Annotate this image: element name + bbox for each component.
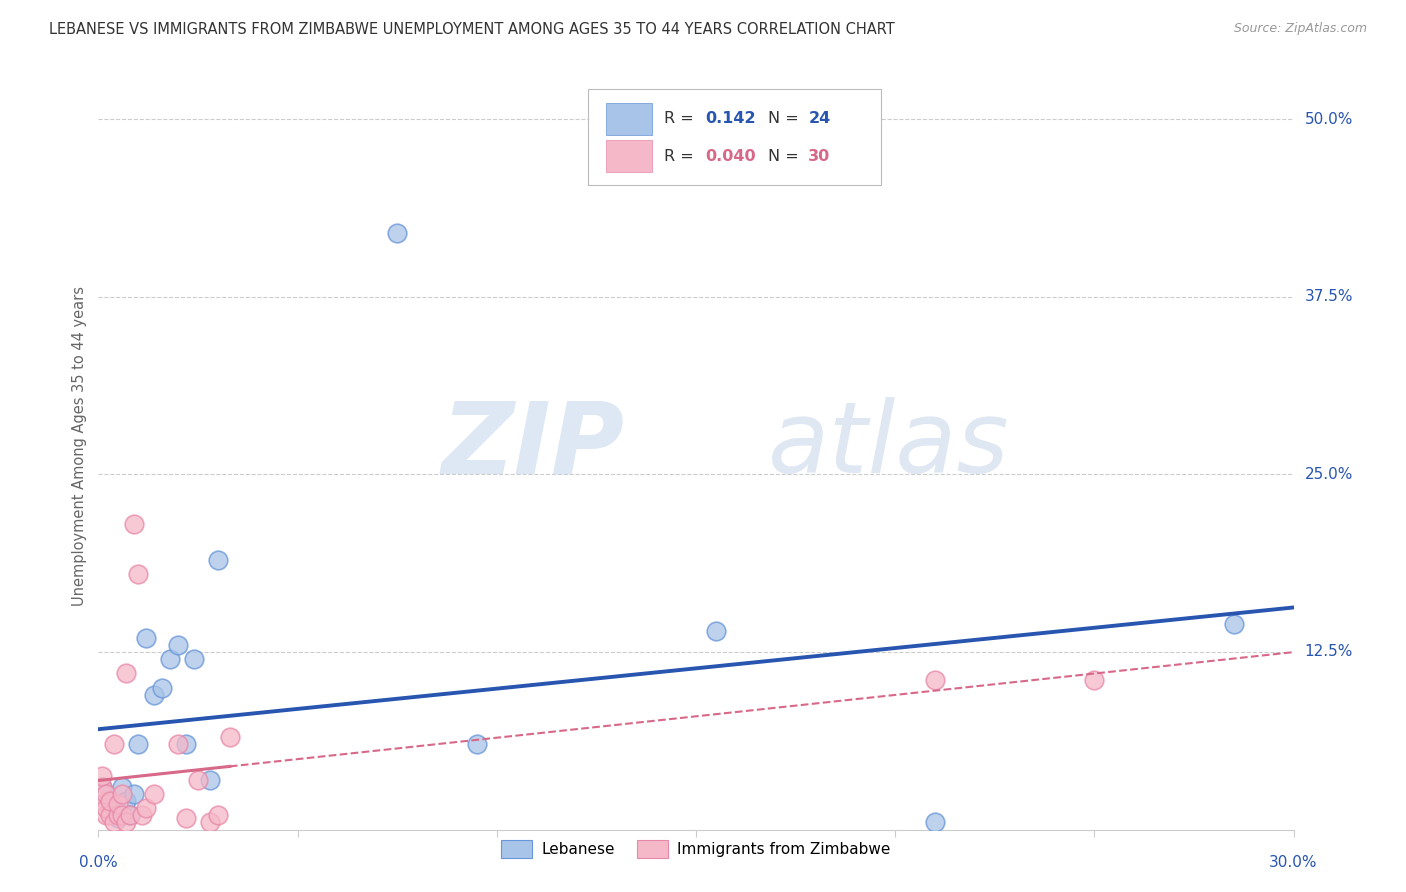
Point — [159, 652, 181, 666]
Point — [167, 638, 190, 652]
Point — [143, 688, 166, 702]
Point — [207, 808, 229, 822]
Point — [198, 772, 221, 787]
Point — [115, 794, 138, 808]
Point — [385, 226, 409, 240]
Point — [103, 815, 125, 830]
Point — [91, 780, 114, 794]
Text: atlas: atlas — [768, 398, 1010, 494]
Text: R =: R = — [664, 149, 699, 164]
FancyBboxPatch shape — [606, 140, 652, 172]
Point — [111, 787, 134, 801]
Point — [124, 787, 146, 801]
Point — [465, 737, 488, 751]
Point — [91, 780, 114, 794]
Text: 24: 24 — [808, 111, 831, 126]
Point — [924, 815, 946, 830]
Point — [174, 737, 197, 751]
Text: Source: ZipAtlas.com: Source: ZipAtlas.com — [1233, 22, 1367, 36]
Point — [96, 787, 118, 801]
FancyBboxPatch shape — [606, 103, 652, 136]
Point — [198, 815, 221, 830]
Point — [96, 801, 118, 815]
Point — [115, 815, 138, 830]
Text: 0.040: 0.040 — [706, 149, 756, 164]
Point — [115, 666, 138, 681]
Text: 12.5%: 12.5% — [1305, 645, 1353, 659]
Point — [1223, 616, 1246, 631]
Text: 50.0%: 50.0% — [1305, 112, 1353, 127]
Text: N =: N = — [768, 149, 804, 164]
Point — [120, 808, 142, 822]
Point — [127, 566, 149, 581]
Point — [174, 811, 197, 825]
Point — [111, 780, 134, 794]
Text: 0.0%: 0.0% — [79, 855, 118, 870]
Point — [120, 808, 142, 822]
Point — [135, 801, 157, 815]
Point — [183, 652, 205, 666]
Point — [111, 808, 134, 822]
Point — [704, 624, 727, 638]
Point — [924, 673, 946, 688]
Point — [124, 517, 146, 532]
Point — [131, 808, 153, 822]
Point — [107, 797, 129, 811]
Text: ZIP: ZIP — [441, 398, 624, 494]
Text: 25.0%: 25.0% — [1305, 467, 1353, 482]
Text: 37.5%: 37.5% — [1305, 289, 1353, 304]
Point — [135, 631, 157, 645]
Point — [143, 787, 166, 801]
Point — [91, 794, 114, 808]
Y-axis label: Unemployment Among Ages 35 to 44 years: Unemployment Among Ages 35 to 44 years — [72, 286, 87, 606]
Text: 30: 30 — [808, 149, 831, 164]
Point — [96, 787, 118, 801]
Point — [219, 730, 242, 744]
Point — [1083, 673, 1105, 688]
FancyBboxPatch shape — [589, 89, 882, 186]
Point — [127, 737, 149, 751]
Point — [103, 737, 125, 751]
Point — [98, 808, 122, 822]
Point — [107, 808, 129, 822]
Text: LEBANESE VS IMMIGRANTS FROM ZIMBABWE UNEMPLOYMENT AMONG AGES 35 TO 44 YEARS CORR: LEBANESE VS IMMIGRANTS FROM ZIMBABWE UNE… — [49, 22, 896, 37]
Point — [207, 552, 229, 566]
Text: R =: R = — [664, 111, 699, 126]
Legend: Lebanese, Immigrants from Zimbabwe: Lebanese, Immigrants from Zimbabwe — [495, 834, 897, 864]
Point — [107, 811, 129, 825]
Point — [167, 737, 190, 751]
Point — [96, 808, 118, 822]
Point — [91, 768, 114, 782]
Point — [187, 772, 209, 787]
Text: N =: N = — [768, 111, 804, 126]
Text: 0.142: 0.142 — [706, 111, 756, 126]
Point — [98, 794, 122, 808]
Point — [150, 681, 173, 695]
Point — [103, 801, 125, 815]
Point — [98, 794, 122, 808]
Text: 30.0%: 30.0% — [1270, 855, 1317, 870]
